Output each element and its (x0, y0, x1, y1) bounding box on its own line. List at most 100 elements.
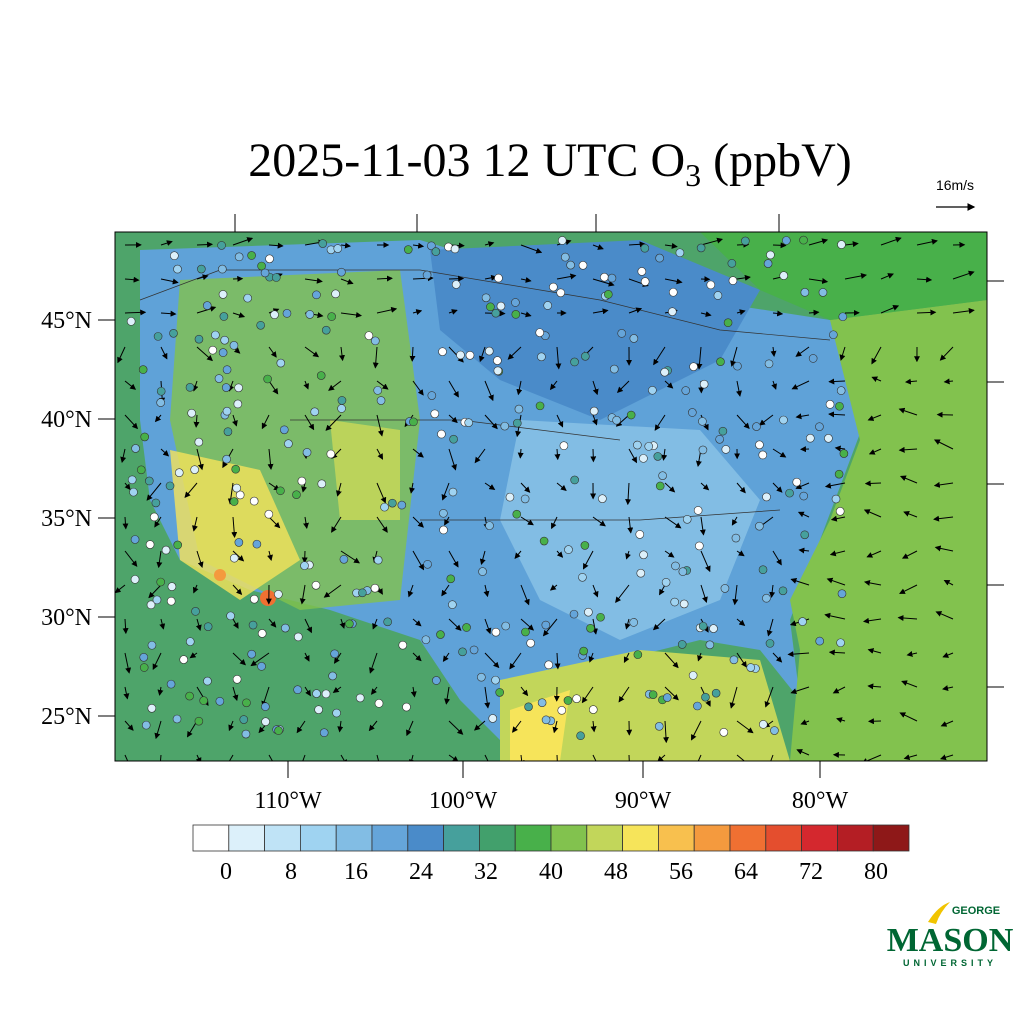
wind-vector (154, 720, 162, 740)
station (838, 312, 848, 322)
wind-vector (732, 584, 739, 606)
wind-vector (189, 652, 198, 659)
wind-vector (124, 652, 132, 674)
vector-scale-label: 16m/s (936, 177, 974, 193)
lon-label: 100°W (429, 788, 498, 814)
wind-vector (691, 720, 702, 741)
wind-vector (232, 652, 246, 666)
station (662, 693, 672, 702)
station (766, 250, 775, 260)
wind-vector (901, 550, 918, 559)
wind-vector (556, 414, 564, 428)
wind-vector (868, 448, 882, 455)
wind-vector (551, 516, 558, 530)
wind-vector (699, 516, 706, 536)
wind-vector (340, 242, 351, 249)
wind-vector (444, 686, 451, 705)
station (247, 251, 256, 260)
station (327, 312, 336, 321)
station (130, 575, 140, 584)
wind-vector (556, 273, 577, 280)
wind-vector (588, 652, 595, 663)
station (520, 494, 530, 504)
wind-vector (615, 584, 630, 604)
station (439, 525, 448, 535)
station (535, 401, 545, 411)
station (247, 649, 256, 659)
wind-vector (124, 276, 140, 283)
wind-vector (196, 346, 213, 362)
station (572, 694, 581, 703)
wind-vector (863, 509, 882, 518)
station (701, 692, 710, 702)
station (326, 449, 336, 459)
station (670, 597, 680, 607)
station (449, 434, 458, 444)
station (450, 244, 460, 254)
wind-vector (160, 448, 170, 457)
wind-vector (554, 448, 561, 461)
station (234, 383, 243, 393)
wind-vector (408, 754, 415, 761)
station (234, 252, 244, 262)
station (491, 308, 501, 318)
station (798, 617, 807, 626)
wind-vector (331, 516, 342, 533)
station (165, 481, 175, 491)
station (331, 289, 340, 299)
wind-vector (616, 380, 630, 393)
station (139, 663, 149, 672)
station (557, 706, 567, 715)
wind-vector (808, 278, 829, 284)
wind-vector (880, 273, 894, 280)
station (138, 365, 148, 374)
station (220, 335, 229, 345)
station (373, 555, 383, 565)
station (831, 494, 841, 504)
wind-vector (192, 584, 199, 594)
wind-vector (796, 749, 810, 756)
station (219, 312, 229, 321)
wind-vector (160, 346, 168, 360)
wind-vector (159, 754, 162, 761)
wind-vector (933, 439, 954, 450)
wind-vector (772, 652, 783, 663)
station (755, 440, 764, 450)
station (293, 685, 302, 695)
station (837, 240, 846, 249)
station (478, 567, 487, 576)
wind-vector (952, 270, 975, 280)
station (799, 491, 809, 501)
station (222, 406, 232, 416)
station (314, 705, 323, 714)
station (172, 714, 182, 724)
station (438, 347, 447, 356)
station (374, 699, 384, 708)
wind-vector (448, 414, 458, 424)
station (345, 619, 354, 629)
wind-vector (448, 754, 459, 761)
station (358, 588, 367, 598)
wind-vector (736, 274, 751, 281)
wind-vector (952, 307, 975, 314)
station (263, 374, 272, 384)
station (539, 536, 549, 546)
wind-vector (261, 414, 270, 430)
wind-vector (943, 579, 954, 586)
wind-vector (196, 241, 214, 248)
wind-vector (729, 686, 738, 709)
station (376, 396, 386, 405)
wind-vector (618, 686, 630, 703)
station (566, 260, 575, 270)
wind-vector (479, 550, 486, 566)
wind-vector (897, 614, 918, 621)
station (556, 288, 566, 298)
map (115, 232, 987, 761)
station (276, 486, 285, 496)
wind-vector (581, 686, 594, 704)
wind-vector (340, 754, 348, 761)
wind-vector (795, 413, 810, 420)
station (836, 386, 846, 395)
wind-vector (232, 312, 246, 318)
station (758, 565, 768, 575)
